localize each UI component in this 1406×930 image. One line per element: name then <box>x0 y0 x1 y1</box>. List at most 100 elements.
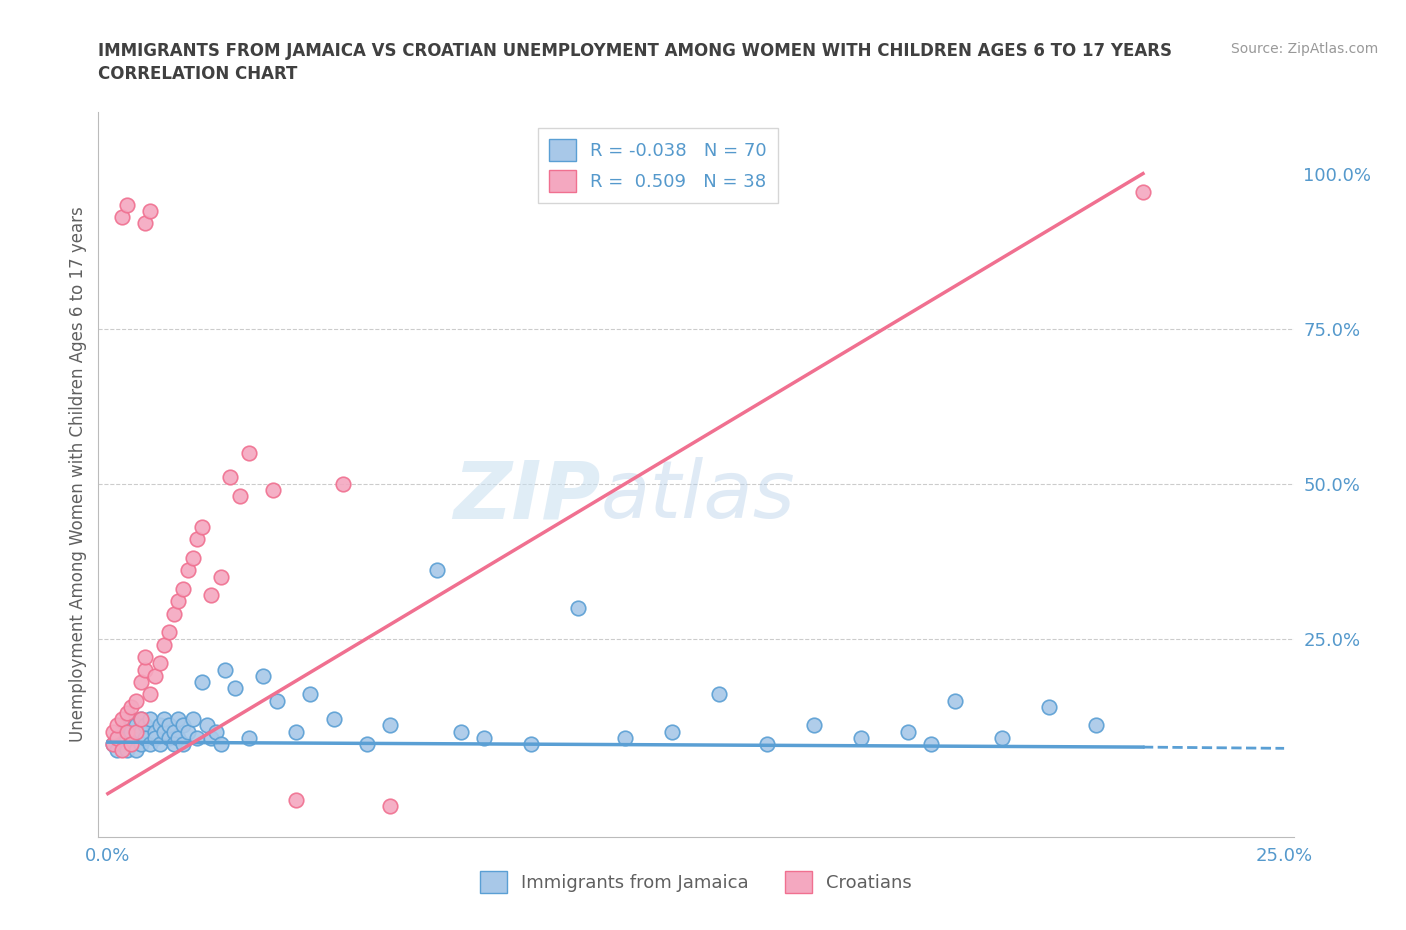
Point <box>1084 718 1107 733</box>
Point <box>157 718 180 733</box>
Text: CORRELATION CHART: CORRELATION CHART <box>98 65 298 83</box>
Point <box>163 737 186 751</box>
Text: atlas: atlas <box>600 457 796 535</box>
Point <box>167 711 190 726</box>
Point <box>105 730 128 745</box>
Point <box>101 737 124 751</box>
Point <box>125 693 148 708</box>
Point <box>134 216 156 231</box>
Point <box>111 743 134 758</box>
Point <box>120 699 142 714</box>
Point <box>139 687 162 702</box>
Point <box>120 711 142 726</box>
Point <box>143 730 166 745</box>
Point <box>139 737 162 751</box>
Point <box>129 711 152 726</box>
Point <box>111 724 134 739</box>
Point <box>897 724 920 739</box>
Point <box>172 737 194 751</box>
Point <box>332 476 354 491</box>
Point <box>157 625 180 640</box>
Point <box>149 656 172 671</box>
Point <box>163 724 186 739</box>
Point <box>200 730 222 745</box>
Point <box>209 569 232 584</box>
Point <box>167 594 190 609</box>
Point <box>803 718 825 733</box>
Point <box>143 724 166 739</box>
Point <box>139 711 162 726</box>
Point <box>111 209 134 224</box>
Point <box>153 724 176 739</box>
Point <box>378 799 401 814</box>
Point <box>209 737 232 751</box>
Point <box>105 743 128 758</box>
Point <box>186 730 208 745</box>
Point <box>134 662 156 677</box>
Point <box>920 737 942 751</box>
Point <box>125 724 148 739</box>
Point <box>520 737 543 751</box>
Point <box>129 674 152 689</box>
Point <box>224 681 246 696</box>
Point <box>125 743 148 758</box>
Point <box>262 483 284 498</box>
Point <box>252 669 274 684</box>
Point <box>115 706 138 721</box>
Point <box>177 724 200 739</box>
Point <box>356 737 378 751</box>
Point <box>134 718 156 733</box>
Point <box>472 730 495 745</box>
Point <box>129 737 152 751</box>
Point <box>111 711 134 726</box>
Point <box>661 724 683 739</box>
Point <box>129 724 152 739</box>
Point <box>101 724 124 739</box>
Point <box>153 637 176 652</box>
Point <box>214 662 236 677</box>
Point <box>1038 699 1060 714</box>
Y-axis label: Unemployment Among Women with Children Ages 6 to 17 years: Unemployment Among Women with Children A… <box>69 206 87 742</box>
Point <box>115 743 138 758</box>
Point <box>195 718 218 733</box>
Point <box>181 551 204 565</box>
Point <box>139 204 162 219</box>
Point <box>285 724 308 739</box>
Point <box>134 650 156 665</box>
Legend: Immigrants from Jamaica, Croatians: Immigrants from Jamaica, Croatians <box>472 864 920 900</box>
Point <box>709 687 731 702</box>
Point <box>134 730 156 745</box>
Point <box>191 674 214 689</box>
Point <box>105 718 128 733</box>
Point <box>378 718 401 733</box>
Point <box>157 730 180 745</box>
Point <box>181 711 204 726</box>
Point <box>426 563 449 578</box>
Point <box>172 581 194 596</box>
Point <box>266 693 288 708</box>
Point <box>191 520 214 535</box>
Point <box>450 724 472 739</box>
Point <box>849 730 872 745</box>
Point <box>101 737 124 751</box>
Point <box>1132 185 1154 200</box>
Point <box>115 730 138 745</box>
Point <box>186 532 208 547</box>
Point <box>129 711 152 726</box>
Point <box>163 606 186 621</box>
Point <box>200 588 222 603</box>
Point <box>125 730 148 745</box>
Point <box>285 792 308 807</box>
Point <box>115 197 138 212</box>
Point <box>167 730 190 745</box>
Point <box>943 693 966 708</box>
Point <box>111 737 134 751</box>
Point <box>153 711 176 726</box>
Point <box>172 718 194 733</box>
Point <box>105 730 128 745</box>
Point <box>322 711 344 726</box>
Point <box>238 730 260 745</box>
Point <box>149 737 172 751</box>
Point <box>755 737 778 751</box>
Point <box>567 600 589 615</box>
